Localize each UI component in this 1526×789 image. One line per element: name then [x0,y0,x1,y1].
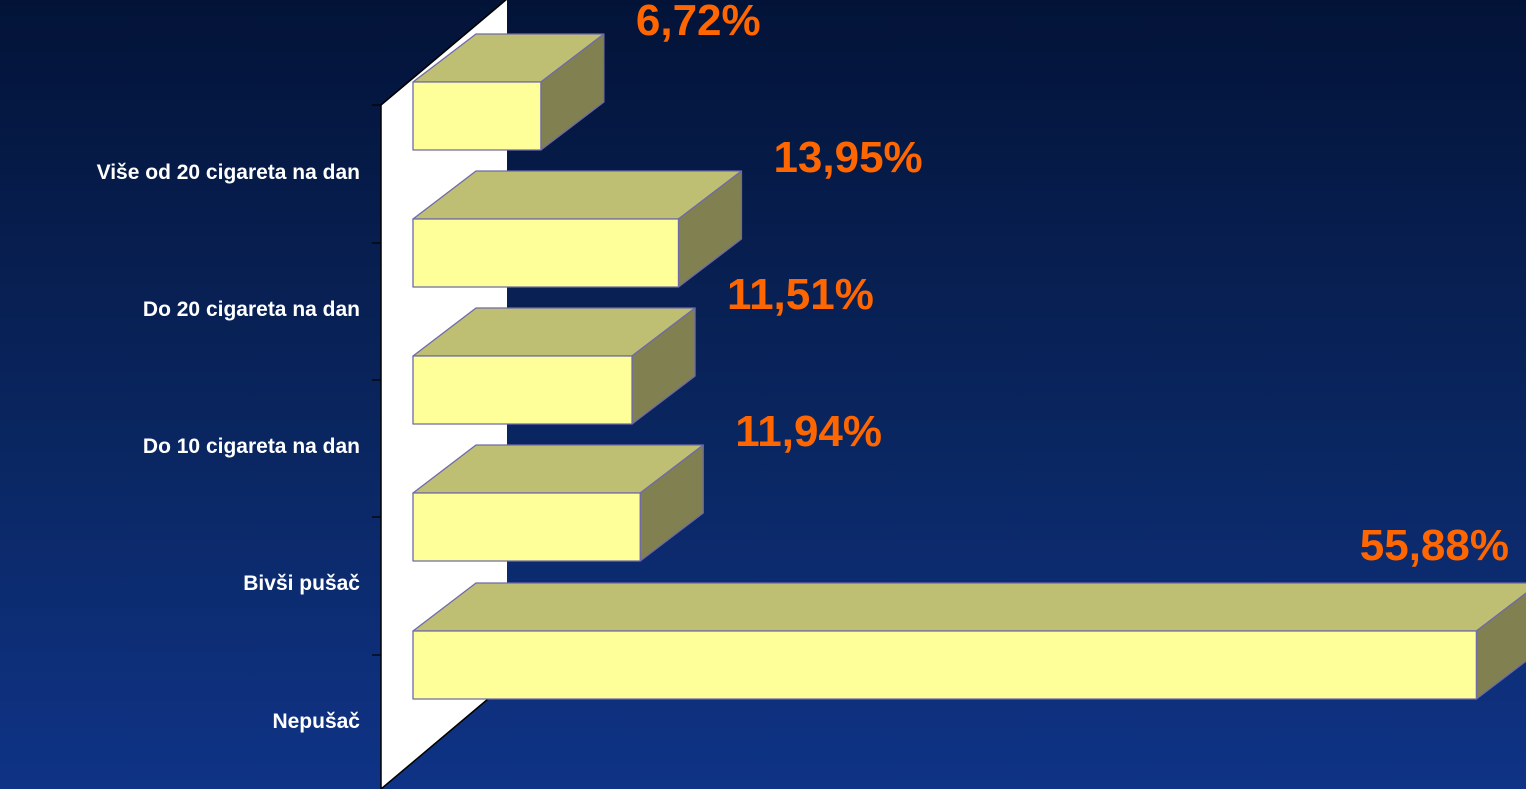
bar [412,444,704,562]
bar [412,307,696,425]
bar [412,33,605,151]
bar-front-face [412,218,680,288]
bars [412,33,1526,700]
data-label: 55,88% [1360,521,1509,570]
wall-top-edge [380,0,507,106]
wall-bottom-edge [380,682,508,789]
category-label: Do 20 cigareta na dan [143,298,360,321]
bar [412,582,1526,700]
category-label: Više od 20 cigareta na dan [97,161,360,184]
category-axis [372,0,508,789]
bar-front-face [412,81,542,151]
bar-top-face [412,582,1526,632]
bar [412,170,743,288]
category-label: Nepušač [272,710,360,733]
data-label: 11,94% [735,407,882,456]
bar-front-face [412,630,1478,700]
data-label: 11,51% [727,270,874,319]
data-label: 13,95% [773,133,922,182]
category-label: Do 10 cigareta na dan [143,435,360,458]
labels: 55,88% Nepušač 11,94% Bivši pušač 11,51% Do 1… [97,0,1509,733]
bar-front-face [412,492,641,562]
data-label: 6,72% [636,0,761,45]
bar-front-face [412,355,633,425]
category-label: Bivši pušač [243,572,360,595]
